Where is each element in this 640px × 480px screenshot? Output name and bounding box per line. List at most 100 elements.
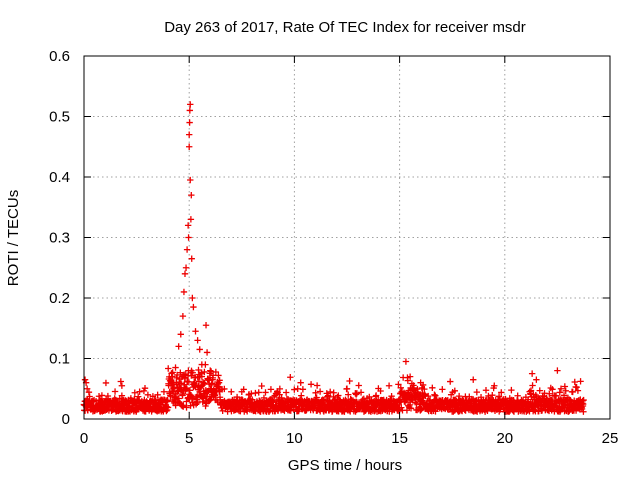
- data-point: [529, 382, 536, 389]
- data-point: [335, 392, 342, 399]
- data-point: [346, 377, 353, 385]
- data-point: [485, 392, 492, 400]
- data-point: [546, 390, 553, 397]
- x-tick-label: 20: [496, 430, 513, 447]
- data-point: [172, 364, 179, 371]
- data-point: [183, 385, 191, 393]
- data-point: [549, 386, 556, 393]
- data-point: [206, 397, 213, 404]
- data-point: [330, 389, 337, 396]
- data-point: [111, 388, 119, 395]
- data-point: [316, 388, 324, 395]
- data-point: [187, 101, 194, 108]
- data-point: [447, 378, 454, 385]
- data-point: [491, 382, 498, 389]
- data-point: [86, 393, 93, 400]
- data-point: [141, 384, 149, 392]
- data-point: [282, 389, 290, 396]
- data-point: [203, 349, 211, 356]
- data-point: [198, 361, 206, 368]
- data-point: [136, 388, 143, 395]
- data-point: [192, 328, 199, 335]
- data-point: [184, 222, 192, 229]
- data-point: [495, 393, 503, 400]
- data-point: [202, 322, 210, 329]
- data-point: [186, 131, 193, 138]
- data-point: [324, 392, 332, 399]
- data-point: [470, 376, 477, 383]
- x-tick-label: 15: [391, 430, 408, 447]
- data-point: [177, 369, 184, 376]
- data-point: [177, 380, 185, 387]
- data-point: [352, 391, 360, 398]
- data-point: [395, 381, 402, 388]
- data-point: [439, 386, 446, 393]
- data-point: [406, 373, 414, 380]
- data-point: [528, 370, 536, 377]
- x-tick-label: 10: [286, 430, 303, 447]
- data-point: [580, 396, 587, 404]
- data-point: [489, 391, 496, 399]
- data-point: [194, 337, 201, 344]
- data-point: [189, 395, 197, 402]
- data-point: [569, 388, 576, 396]
- data-point: [188, 255, 195, 262]
- data-point: [574, 387, 582, 394]
- data-point: [190, 303, 197, 311]
- data-point: [185, 234, 192, 241]
- data-point: [81, 376, 89, 383]
- data-point: [187, 176, 194, 184]
- data-point: [357, 389, 365, 396]
- data-point: [388, 393, 395, 400]
- data-point: [198, 373, 206, 380]
- data-point: [187, 216, 195, 223]
- data-point: [355, 382, 362, 389]
- data-point: [201, 368, 208, 376]
- data-point: [164, 404, 172, 411]
- x-tick-label: 0: [80, 430, 88, 447]
- data-point: [554, 367, 561, 374]
- y-tick-label: 0.4: [49, 169, 70, 186]
- data-point: [182, 384, 190, 392]
- data-points-layer: [80, 101, 587, 415]
- data-point: [343, 385, 351, 392]
- data-point: [98, 392, 106, 399]
- data-point: [533, 376, 540, 383]
- data-point: [564, 394, 572, 402]
- data-point: [307, 381, 315, 388]
- data-point: [200, 390, 208, 397]
- data-point: [403, 407, 411, 414]
- data-point: [525, 396, 532, 403]
- data-point: [179, 312, 187, 320]
- data-point: [179, 392, 186, 399]
- data-point: [291, 386, 298, 393]
- data-point: [258, 382, 265, 390]
- data-point: [160, 388, 168, 395]
- data-point: [192, 381, 200, 389]
- data-point: [313, 382, 321, 389]
- data-point: [83, 385, 91, 392]
- data-point: [276, 391, 283, 398]
- data-point: [425, 392, 432, 400]
- data-point: [255, 389, 262, 396]
- data-point: [186, 107, 194, 114]
- data-point: [571, 378, 578, 386]
- data-point: [175, 343, 182, 350]
- data-point: [345, 391, 352, 398]
- data-point: [200, 380, 207, 388]
- data-point: [482, 387, 490, 394]
- data-point: [213, 385, 220, 392]
- data-point: [556, 389, 563, 396]
- data-point: [267, 386, 275, 393]
- data-point: [473, 388, 481, 396]
- data-point: [573, 383, 580, 391]
- data-point: [560, 392, 568, 399]
- data-point: [577, 378, 584, 385]
- y-tick-label: 0.6: [49, 48, 70, 65]
- data-point: [216, 377, 223, 384]
- data-point: [407, 405, 415, 412]
- data-point: [552, 392, 560, 400]
- data-point: [215, 372, 222, 379]
- data-point: [575, 397, 582, 405]
